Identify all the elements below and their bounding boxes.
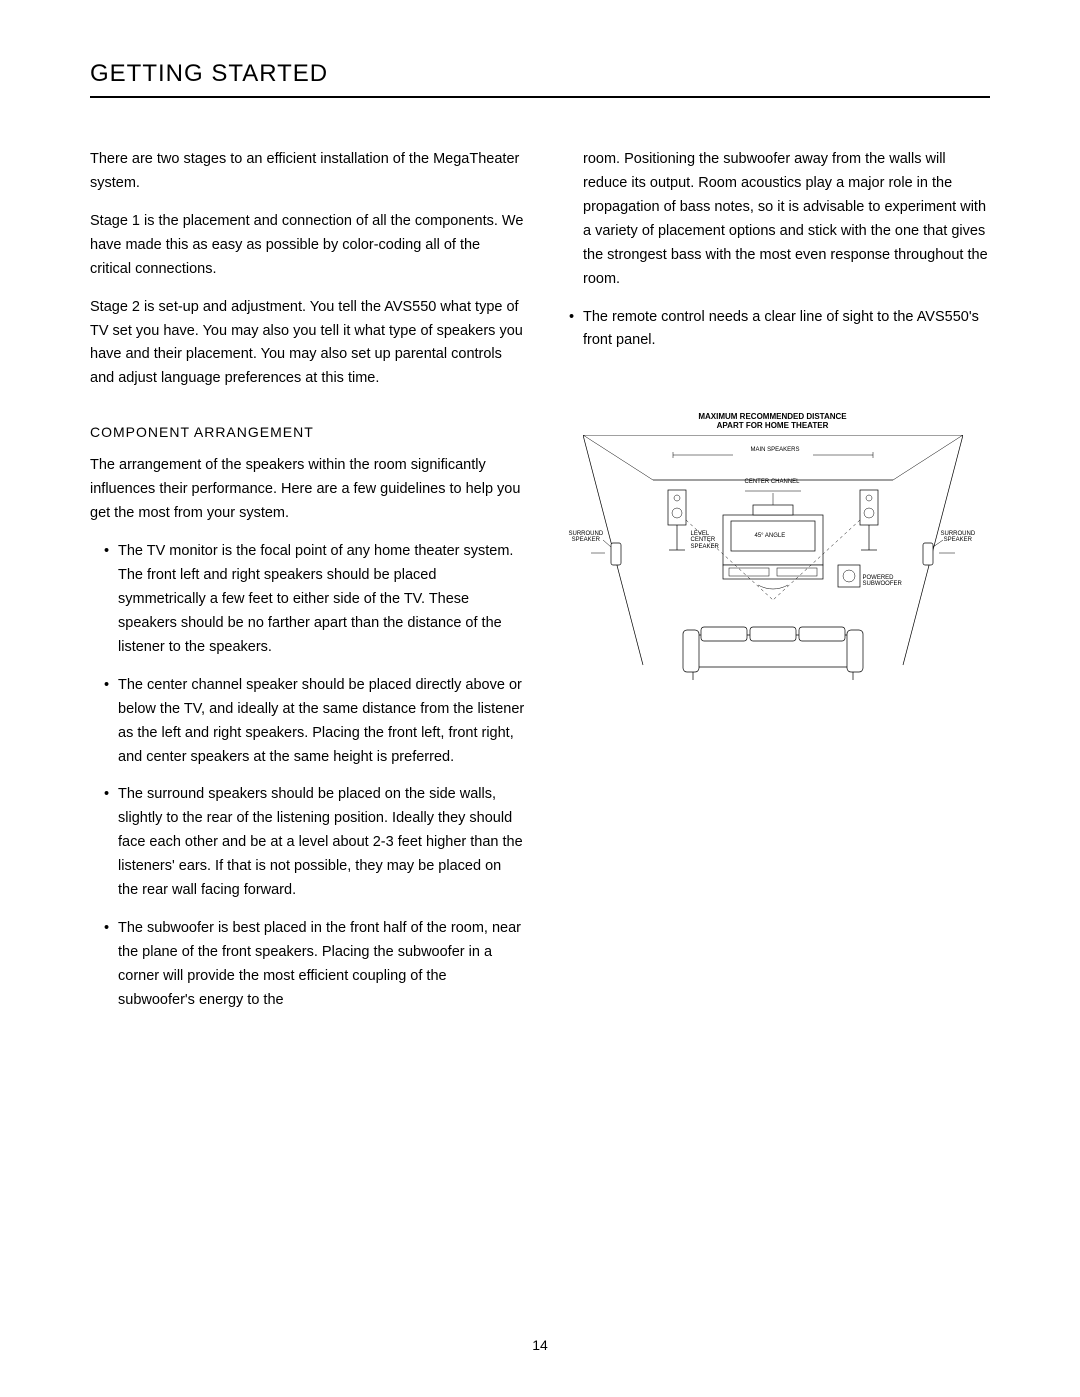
diagram-title: MAXIMUM RECOMMENDED DISTANCE APART FOR H… [573,413,973,431]
bullet-item: The remote control needs a clear line of… [569,306,990,354]
page-header: GETTING STARTED [90,60,990,98]
label-surround-left: SURROUND SPEAKER [569,531,604,544]
label-subwoofer: POWERED SUBWOOFER [863,575,902,588]
page-number: 14 [0,1337,1080,1353]
room-svg-wrap: MAIN SPEAKERS CENTER CHANNEL SURROUND SP… [583,435,963,715]
bullet-list-right: The remote control needs a clear line of… [555,306,990,354]
continuation-text: room. Positioning the subwoofer away fro… [555,148,990,292]
label-level-center: LEVEL CENTER SPEAKER [691,531,719,550]
left-column: There are two stages to an efficient ins… [90,148,525,1027]
page-title: GETTING STARTED [90,60,328,87]
room-diagram: MAXIMUM RECOMMENDED DISTANCE APART FOR H… [573,413,973,733]
section-intro: The arrangement of the speakers within t… [90,454,525,526]
label-angle: 45° ANGLE [755,533,786,539]
label-main-speakers: MAIN SPEAKERS [751,447,800,453]
label-surround-right: SURROUND SPEAKER [941,531,976,544]
right-column: room. Positioning the subwoofer away fro… [555,148,990,1027]
intro-p2: Stage 1 is the placement and connection … [90,210,525,282]
section-heading: COMPONENT ARRANGEMENT [90,421,525,444]
diagram-title-line1: MAXIMUM RECOMMENDED DISTANCE [698,412,846,421]
page-container: GETTING STARTED There are two stages to … [0,0,1080,1067]
bullet-item: The center channel speaker should be pla… [104,674,525,770]
room-svg [583,435,963,715]
diagram-container: MAXIMUM RECOMMENDED DISTANCE APART FOR H… [555,413,990,733]
content-columns: There are two stages to an efficient ins… [90,148,990,1027]
bullet-item: The subwoofer is best placed in the fron… [104,917,525,1013]
bullet-item: The surround speakers should be placed o… [104,783,525,903]
diagram-title-line2: APART FOR HOME THEATER [717,421,829,430]
label-center-channel: CENTER CHANNEL [745,479,800,485]
intro-p3: Stage 2 is set-up and adjustment. You te… [90,296,525,392]
bullet-list-left: The TV monitor is the focal point of any… [90,540,525,1013]
bullet-item: The TV monitor is the focal point of any… [104,540,525,660]
intro-p1: There are two stages to an efficient ins… [90,148,525,196]
